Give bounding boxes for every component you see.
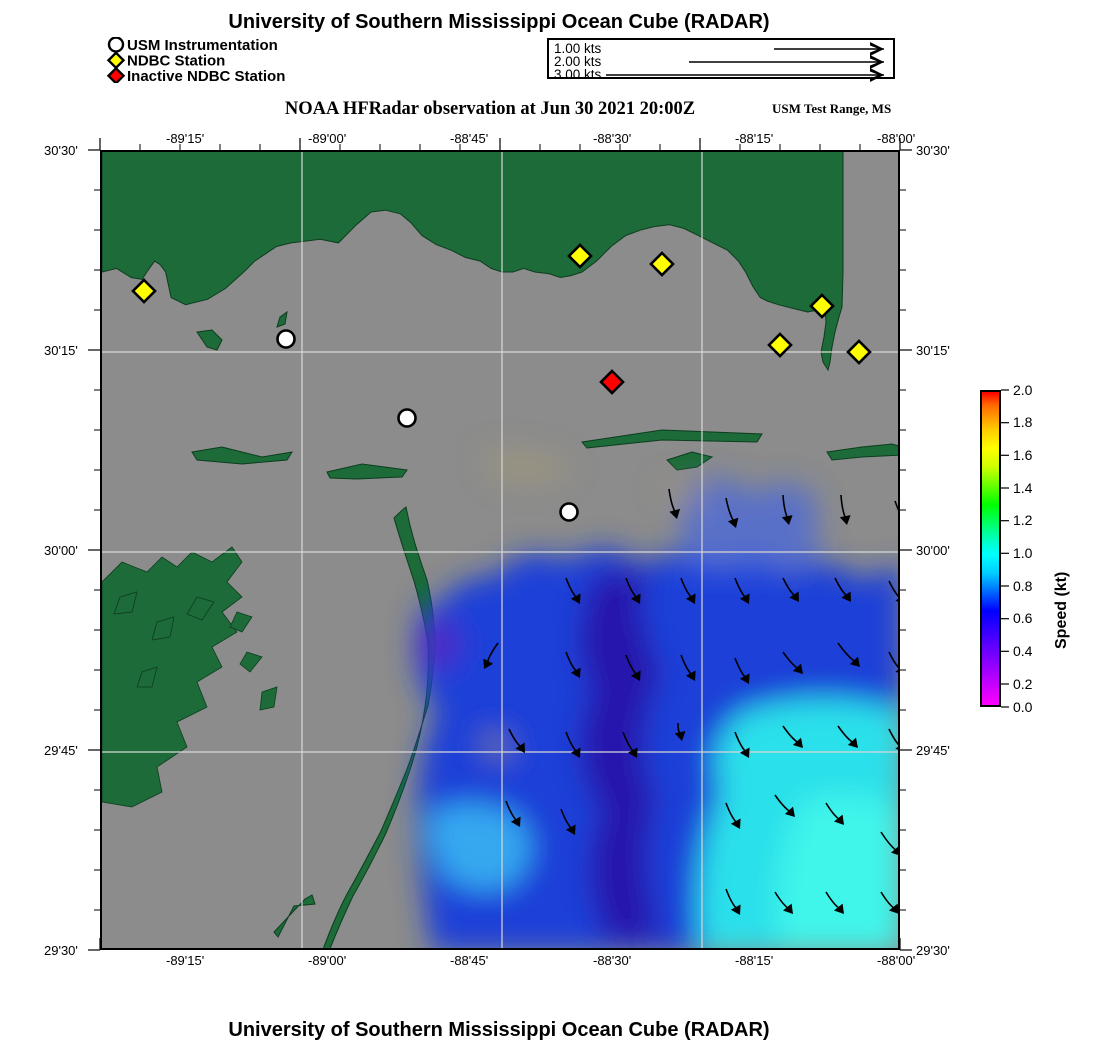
- svg-text:3.00 kts: 3.00 kts: [554, 67, 602, 82]
